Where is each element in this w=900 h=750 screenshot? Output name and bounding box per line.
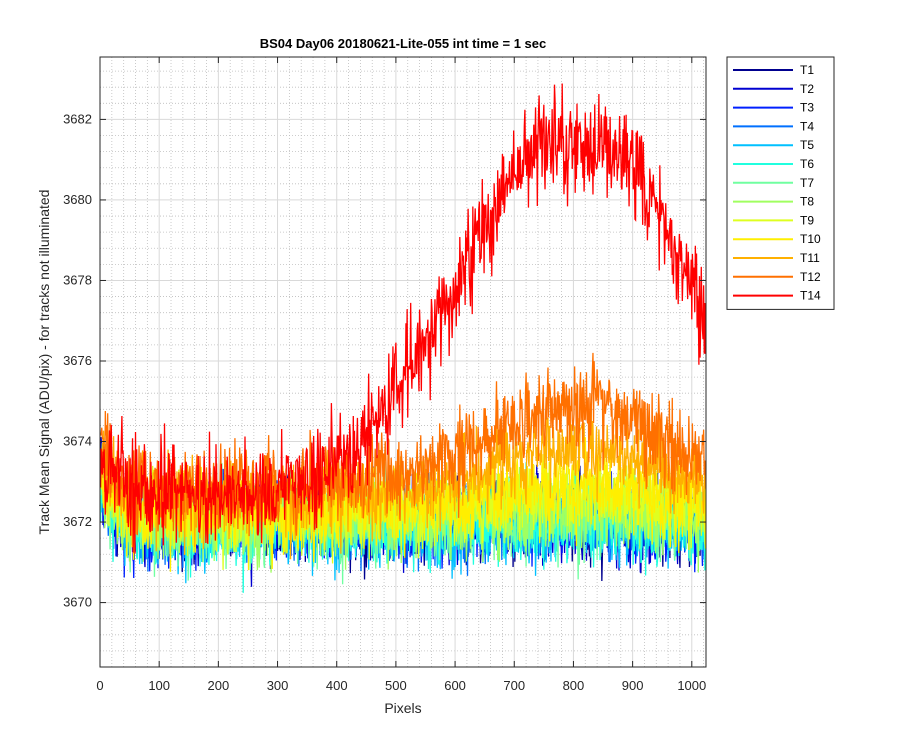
series-line-t10 bbox=[100, 433, 706, 572]
y-tick-label: 3670 bbox=[63, 595, 92, 610]
series-line-t14 bbox=[100, 83, 706, 554]
x-tick-label: 600 bbox=[444, 678, 466, 693]
x-tick-label: 100 bbox=[148, 678, 170, 693]
legend-label-t14: T14 bbox=[800, 289, 821, 303]
x-tick-label: 200 bbox=[208, 678, 230, 693]
legend-label-t8: T8 bbox=[800, 195, 814, 209]
legend-label-t1: T1 bbox=[800, 63, 814, 77]
legend-label-t4: T4 bbox=[800, 119, 814, 133]
chart-title: BS04 Day06 20180621-Lite-055 int time = … bbox=[260, 36, 547, 51]
x-tick-label: 800 bbox=[563, 678, 585, 693]
y-tick-label: 3672 bbox=[63, 514, 92, 529]
legend-label-t7: T7 bbox=[800, 176, 814, 190]
legend-label-t9: T9 bbox=[800, 213, 814, 227]
y-tick-label: 3678 bbox=[63, 272, 92, 287]
x-tick-label: 900 bbox=[622, 678, 644, 693]
x-tick-label: 700 bbox=[503, 678, 525, 693]
y-axis-label: Track Mean Signal (ADU/pix) - for tracks… bbox=[36, 190, 52, 535]
axis-ticks: 0 100 200 300 400 500 600 700 800 900 1000 3670 3672… bbox=[63, 57, 706, 693]
legend-label-t12: T12 bbox=[800, 270, 821, 284]
legend-label-t10: T10 bbox=[800, 232, 821, 246]
y-tick-label: 3676 bbox=[63, 353, 92, 368]
x-tick-label: 0 bbox=[96, 678, 103, 693]
y-tick-label: 3682 bbox=[63, 111, 92, 126]
y-tick-label: 3680 bbox=[63, 192, 92, 207]
legend: T1 T2 T3 T4 T5 T6 T7 T8 T9 T10 T11 T12 T14 bbox=[726, 56, 835, 310]
x-tick-label: 300 bbox=[267, 678, 289, 693]
x-tick-label: 1000 bbox=[677, 678, 706, 693]
x-tick-label: 400 bbox=[326, 678, 348, 693]
y-tick-label: 3674 bbox=[63, 434, 92, 449]
x-tick-label: 500 bbox=[385, 678, 407, 693]
x-axis-label: Pixels bbox=[384, 700, 421, 716]
series-lines bbox=[100, 83, 706, 593]
plot-frame bbox=[99, 56, 707, 668]
legend-label-t3: T3 bbox=[800, 101, 814, 115]
legend-label-t6: T6 bbox=[800, 157, 814, 171]
legend-label-t11: T11 bbox=[800, 251, 820, 265]
legend-label-t2: T2 bbox=[800, 82, 814, 96]
legend-label-t5: T5 bbox=[800, 138, 814, 152]
